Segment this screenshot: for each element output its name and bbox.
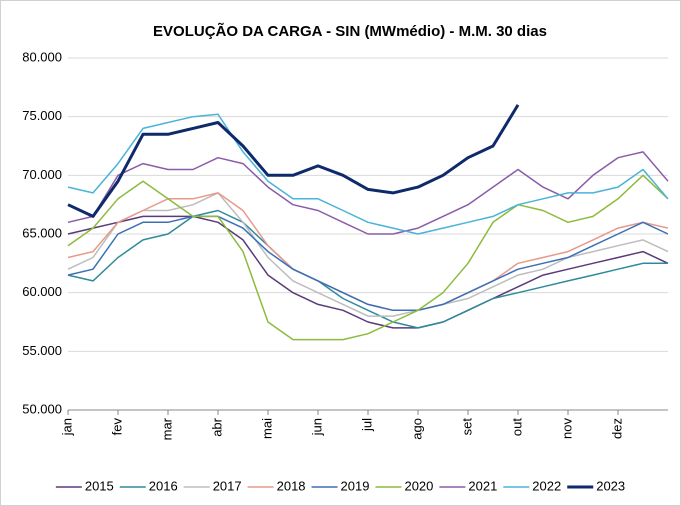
series-line <box>67 104 520 218</box>
series-line <box>67 215 669 312</box>
x-tick-label: set <box>459 418 474 436</box>
x-tick-label: ago <box>409 418 424 440</box>
series-line <box>67 174 669 341</box>
x-tick-label: jun <box>309 418 324 436</box>
x-tick-label: mai <box>259 418 274 439</box>
legend-label: 2022 <box>532 478 561 493</box>
y-tick-label: 75.000 <box>22 108 62 123</box>
y-tick-label: 60.000 <box>22 284 62 299</box>
x-tick-label: mar <box>159 417 174 440</box>
series-line <box>67 215 669 329</box>
legend-label: 2015 <box>85 478 114 493</box>
x-tick-label: out <box>509 418 524 436</box>
series-line <box>67 151 669 235</box>
x-tick-label: fev <box>109 418 124 436</box>
legend-label: 2018 <box>277 478 306 493</box>
x-tick-label: jan <box>59 418 74 436</box>
legend-label: 2023 <box>596 478 625 493</box>
chart-title: EVOLUÇÃO DA CARGA - SIN (MWmédio) - M.M.… <box>153 22 547 40</box>
x-tick-label: abr <box>209 417 224 436</box>
y-tick-label: 65.000 <box>22 225 62 240</box>
x-tick-label: nov <box>559 418 574 439</box>
x-tick-label: dez <box>609 418 624 439</box>
y-tick-label: 70.000 <box>22 167 62 182</box>
y-tick-label: 50.000 <box>22 401 62 416</box>
legend: 2015 2016 2017 2018 2019 2020 2021 2022 2023 <box>55 478 625 493</box>
legend-label: 2017 <box>213 478 242 493</box>
legend-label: 2020 <box>404 478 433 493</box>
legend-label: 2019 <box>341 478 370 493</box>
legend-label: 2021 <box>468 478 497 493</box>
y-tick-label: 80.000 <box>22 49 62 64</box>
series-line <box>67 209 668 329</box>
x-tick-label: jul <box>359 418 374 432</box>
legend-label: 2016 <box>149 478 178 493</box>
series-line <box>67 113 669 235</box>
y-tick-label: 55.000 <box>22 343 62 358</box>
